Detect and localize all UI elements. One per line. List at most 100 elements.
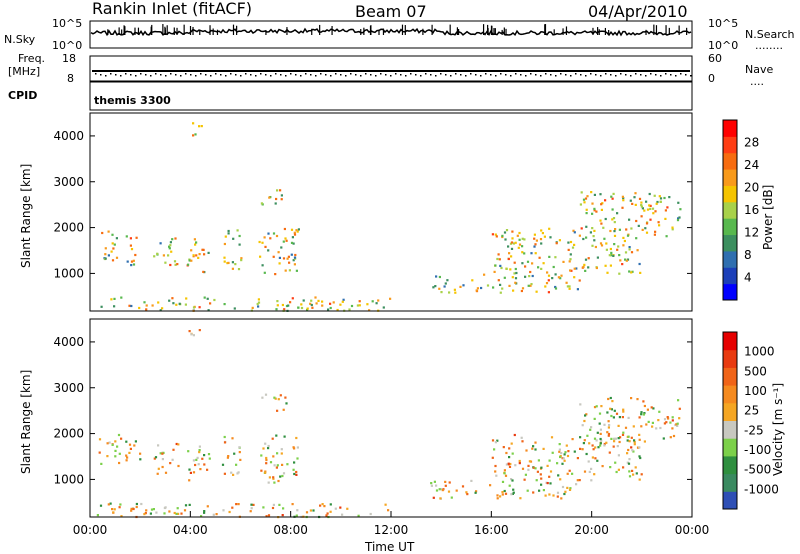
heatmap-cell: [602, 226, 605, 229]
heatmap-cell: [342, 298, 345, 301]
heatmap-cell: [567, 241, 570, 244]
heatmap-cell: [638, 262, 641, 266]
heatmap-cell: [632, 450, 635, 453]
velocity-xlabel: Time UT: [364, 540, 415, 554]
heatmap-cell: [192, 254, 195, 257]
heatmap-cell: [530, 252, 533, 255]
heatmap-cell: [503, 231, 507, 234]
heatmap-cell: [112, 511, 115, 514]
heatmap-cell: [622, 410, 625, 413]
heatmap-cell: [576, 479, 579, 482]
heatmap-cell: [107, 254, 110, 257]
heatmap-cell: [507, 462, 510, 465]
velocity-colorbar-label: Velocity [m s⁻¹]: [771, 383, 785, 476]
heatmap-cell: [188, 479, 191, 482]
nave-dot: [560, 73, 562, 75]
nave-dot: [165, 75, 167, 77]
heatmap-cell: [237, 268, 241, 271]
heatmap-cell: [544, 494, 547, 497]
heatmap-cell: [272, 477, 275, 480]
heatmap-cell: [279, 394, 282, 397]
heatmap-cell: [272, 455, 275, 458]
heatmap-cell: [573, 276, 576, 279]
heatmap-cell: [366, 303, 369, 306]
heatmap-cell: [635, 219, 638, 223]
heatmap-cell: [114, 440, 117, 443]
heatmap-cell: [565, 281, 568, 284]
nave-dot: [475, 74, 477, 76]
heatmap-cell: [505, 267, 508, 270]
heatmap-cell: [622, 197, 625, 200]
heatmap-cell: [389, 297, 392, 300]
heatmap-cell: [177, 512, 180, 515]
freq-label: Freq.: [18, 52, 45, 65]
heatmap-cell: [288, 269, 291, 272]
nave-dot: [205, 74, 207, 76]
heatmap-cell: [559, 455, 562, 459]
heatmap-cell: [499, 283, 502, 286]
heatmap-cell: [194, 243, 197, 246]
heatmap-cell: [332, 301, 335, 304]
colorbar-tick: 1000: [744, 345, 775, 359]
heatmap-cell: [161, 452, 164, 455]
heatmap-cell: [511, 479, 514, 482]
nave-dot: [635, 73, 637, 75]
heatmap-cell: [280, 246, 283, 249]
heatmap-cell: [540, 242, 543, 245]
heatmap-cell: [130, 248, 134, 251]
heatmap-cell: [435, 489, 439, 492]
heatmap-cell: [209, 302, 212, 305]
heatmap-cell: [356, 304, 359, 307]
heatmap-cell: [634, 466, 637, 469]
ytick-label: 2000: [53, 427, 84, 441]
heatmap-cell: [642, 400, 645, 403]
heatmap-cell: [198, 329, 201, 332]
heatmap-cell: [529, 270, 532, 274]
heatmap-cell: [282, 240, 285, 243]
heatmap-cell: [145, 304, 148, 307]
heatmap-cell: [223, 435, 226, 439]
heatmap-cell: [100, 305, 103, 308]
heatmap-cell: [657, 419, 660, 422]
heatmap-cell: [607, 420, 610, 423]
heatmap-cell: [287, 304, 290, 307]
colorbar-segment: [723, 349, 737, 368]
velocity-xticks: 00:00 04:00 08:00 12:00 16:00 20:00 00:00: [73, 511, 709, 537]
heatmap-cell: [576, 457, 579, 460]
heatmap-cell: [567, 450, 570, 453]
heatmap-cell: [628, 248, 631, 251]
heatmap-cell: [631, 202, 634, 205]
heatmap-cell: [257, 298, 260, 301]
heatmap-cell: [138, 306, 141, 310]
heatmap-cell: [494, 233, 497, 236]
heatmap-cell: [295, 514, 298, 517]
heatmap-cell: [434, 285, 437, 288]
heatmap-cell: [273, 481, 276, 484]
heatmap-cell: [118, 452, 121, 455]
heatmap-cell: [448, 291, 451, 294]
nave-dot: [595, 74, 597, 76]
heatmap-cell: [658, 410, 661, 413]
nave-dot: [155, 73, 157, 75]
heatmap-cell: [288, 261, 291, 264]
heatmap-cell: [554, 273, 557, 276]
nave-dot: [250, 74, 252, 76]
colorbar-segment: [723, 267, 737, 285]
heatmap-cell: [638, 197, 642, 200]
heatmap-cell: [613, 243, 616, 246]
freq-panel-frame: [89, 55, 693, 82]
heatmap-cell: [188, 468, 191, 471]
xtick-label: 16:00: [474, 523, 509, 537]
nsearch-dots: ........: [755, 39, 783, 52]
nave-dot: [160, 74, 162, 76]
heatmap-cell: [444, 484, 447, 487]
heatmap-cell: [128, 304, 131, 307]
colorbar-segment: [723, 367, 737, 386]
heatmap-cell: [598, 412, 602, 415]
heatmap-cell: [621, 263, 624, 266]
heatmap-cell: [501, 287, 504, 290]
heatmap-cell: [267, 444, 270, 448]
heatmap-cell: [603, 442, 606, 446]
heatmap-cell: [578, 279, 581, 282]
heatmap-cell: [586, 195, 589, 198]
